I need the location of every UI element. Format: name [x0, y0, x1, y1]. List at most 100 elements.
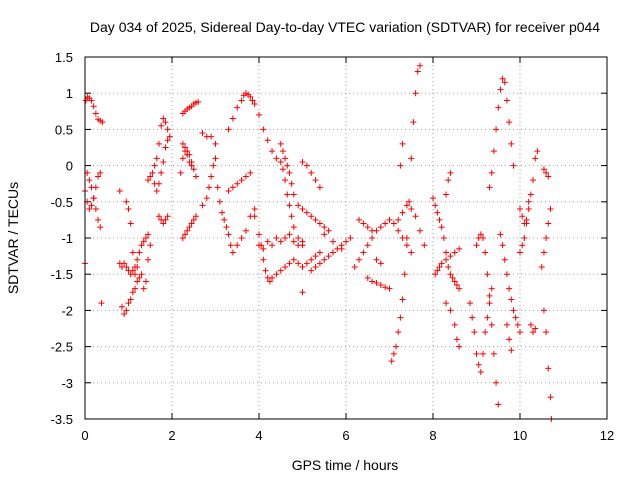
- data-point: [127, 296, 134, 303]
- data-point: [123, 198, 130, 205]
- data-point: [532, 325, 539, 332]
- data-point: [471, 329, 478, 336]
- data-point: [282, 235, 289, 241]
- data-point: [264, 137, 271, 144]
- data-point: [436, 263, 443, 270]
- data-point: [121, 311, 128, 318]
- y-tick-label: 1: [66, 86, 73, 101]
- data-point: [329, 238, 336, 245]
- data-point: [506, 285, 513, 292]
- data-point: [116, 187, 123, 194]
- data-point: [238, 177, 245, 184]
- data-point: [395, 329, 402, 336]
- data-point: [364, 224, 371, 231]
- data-point: [508, 296, 515, 303]
- series-arc-11: [388, 62, 428, 365]
- data-point: [477, 231, 484, 238]
- data-point: [438, 260, 445, 267]
- y-tick-label: -2: [61, 303, 73, 318]
- data-point: [527, 321, 534, 328]
- data-point: [160, 115, 167, 122]
- data-point: [519, 242, 526, 249]
- data-point: [510, 162, 517, 169]
- data-point: [521, 220, 528, 227]
- data-point: [86, 177, 93, 184]
- data-point: [445, 177, 452, 184]
- data-point: [482, 329, 489, 336]
- data-point: [129, 267, 136, 274]
- data-point: [434, 209, 441, 216]
- data-point: [290, 256, 297, 263]
- data-point: [540, 166, 547, 173]
- data-point: [488, 285, 495, 292]
- data-point: [151, 162, 158, 169]
- data-point: [99, 119, 106, 126]
- series-arc-06: [199, 130, 258, 256]
- data-point: [399, 209, 406, 216]
- y-axis-label: SDTVAR / TECUs: [5, 182, 21, 294]
- data-point: [129, 289, 136, 296]
- data-point: [443, 191, 450, 198]
- data-point: [543, 235, 550, 241]
- data-point: [192, 213, 199, 220]
- data-point: [95, 173, 102, 180]
- data-point: [412, 90, 419, 97]
- data-point: [88, 202, 95, 209]
- data-point: [540, 249, 547, 256]
- data-point: [480, 235, 487, 241]
- data-point: [399, 296, 406, 303]
- data-point: [251, 213, 258, 220]
- data-point: [356, 256, 363, 263]
- data-point: [260, 245, 267, 252]
- data-point: [495, 104, 502, 111]
- data-point: [408, 249, 415, 256]
- data-point: [517, 249, 523, 256]
- data-point: [506, 336, 513, 343]
- data-point: [545, 365, 552, 372]
- data-point: [530, 177, 537, 184]
- data-point: [153, 155, 160, 162]
- data-point: [329, 249, 336, 256]
- data-point: [547, 394, 554, 401]
- data-point: [199, 130, 206, 137]
- data-point: [182, 148, 189, 155]
- data-point: [517, 329, 523, 336]
- data-point: [451, 249, 458, 256]
- data-point: [377, 260, 384, 267]
- data-point: [295, 242, 302, 249]
- x-tick-label: 4: [255, 428, 262, 443]
- data-point: [90, 195, 97, 202]
- data-point: [145, 177, 152, 184]
- data-point: [451, 321, 458, 328]
- data-point: [295, 235, 302, 241]
- data-point: [269, 148, 276, 155]
- data-point: [412, 213, 419, 220]
- data-point: [401, 271, 408, 278]
- data-point: [445, 263, 452, 270]
- data-point: [260, 126, 267, 133]
- data-point: [286, 169, 293, 176]
- data-point: [223, 224, 230, 231]
- data-point: [90, 103, 97, 110]
- data-point: [284, 191, 291, 198]
- data-point: [410, 119, 417, 126]
- data-point: [316, 220, 323, 227]
- data-point: [269, 242, 276, 249]
- data-point: [153, 187, 160, 194]
- data-point: [162, 144, 169, 151]
- data-point: [92, 206, 99, 213]
- data-point: [486, 292, 493, 299]
- data-point: [234, 180, 241, 187]
- data-point: [364, 242, 371, 249]
- data-point: [493, 126, 500, 133]
- data-point: [134, 278, 141, 285]
- data-point: [432, 271, 439, 278]
- data-point: [545, 173, 552, 180]
- data-point: [397, 314, 404, 321]
- data-point: [92, 184, 99, 191]
- data-point: [229, 115, 236, 122]
- data-point: [486, 300, 493, 307]
- data-point: [123, 263, 130, 270]
- data-point: [273, 155, 280, 162]
